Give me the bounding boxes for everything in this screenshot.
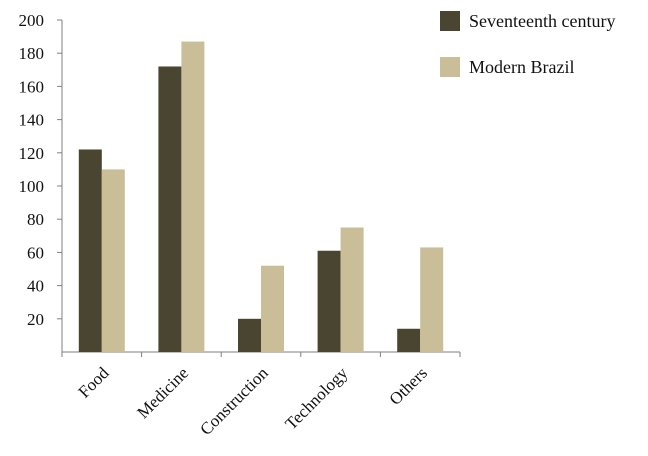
- bar-modern-brazil-food: [101, 169, 125, 352]
- x-axis: Food Medicine Construction Technology Others: [61, 351, 461, 439]
- x-tick-group: Food Medicine Construction Technology Others: [61, 352, 461, 439]
- bar-modern-brazil-technology: [340, 227, 364, 352]
- x-category-label: Medicine: [133, 363, 192, 422]
- bar-seventeenth-century-construction: [238, 318, 261, 352]
- legend-swatch: [440, 11, 460, 31]
- y-tick-label: 140: [19, 111, 45, 130]
- x-category-label: Technology: [281, 363, 351, 433]
- legend-label: Modern Brazil: [469, 57, 574, 77]
- bar-seventeenth-century-others: [397, 328, 421, 352]
- y-tick-label: 100: [19, 177, 45, 196]
- y-tick-label: 40: [27, 277, 44, 296]
- y-tick-label: 200: [19, 11, 45, 30]
- bar-modern-brazil-others: [420, 247, 444, 352]
- x-category-label: Food: [74, 363, 113, 402]
- y-tick-label: 120: [19, 144, 45, 163]
- y-axis: 20 40 60 80 100 120 140 160 180 200: [19, 11, 63, 352]
- y-tick-group: 20 40 60 80 100 120 140 160 180 200: [19, 11, 62, 329]
- y-tick-label: 160: [19, 77, 45, 96]
- y-tick-label: 20: [27, 310, 44, 329]
- bar-seventeenth-century-medicine: [158, 66, 182, 352]
- y-tick-label: 180: [19, 44, 45, 63]
- legend-label: Seventeenth century: [469, 11, 615, 31]
- y-tick-label: 60: [27, 243, 44, 262]
- bars-group: [78, 41, 444, 353]
- bar-seventeenth-century-food: [78, 149, 102, 352]
- x-category-label: Construction: [196, 363, 272, 439]
- x-category-label: Others: [386, 363, 431, 408]
- bar-modern-brazil-medicine: [181, 41, 205, 353]
- bar-modern-brazil-construction: [261, 265, 284, 352]
- y-tick-label: 80: [27, 210, 44, 229]
- legend-swatch: [440, 57, 460, 77]
- legend: Seventeenth century Modern Brazil: [440, 11, 615, 77]
- bar-seventeenth-century-technology: [317, 250, 341, 352]
